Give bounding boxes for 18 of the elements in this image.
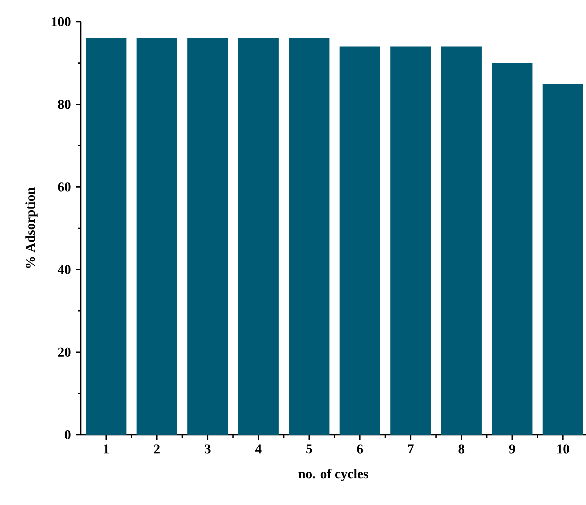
y-tick-label: 20 [58, 348, 71, 357]
x-tick-label: 2 [154, 444, 160, 454]
x-tick-label: 9 [509, 444, 516, 454]
y-tick-label: 100 [52, 17, 71, 27]
x-tick-label: 5 [306, 444, 312, 454]
x-tick-label: 3 [205, 444, 211, 454]
y-axis-title: % Adsorption [26, 188, 38, 268]
x-tick-label: 1 [104, 444, 110, 454]
x-tick-label: 7 [408, 444, 414, 454]
x-tick-label: 4 [255, 444, 262, 454]
x-tick-label: 10 [558, 444, 570, 454]
y-tick-label: 0 [65, 430, 71, 440]
x-tick-label: 6 [357, 444, 364, 454]
y-tick-label: 60 [58, 182, 71, 192]
x-tick-label: 8 [458, 444, 465, 454]
y-tick-label: 80 [58, 100, 71, 110]
x-axis-title: no. of cycles [298, 469, 368, 482]
y-tick-label: 40 [58, 265, 71, 274]
